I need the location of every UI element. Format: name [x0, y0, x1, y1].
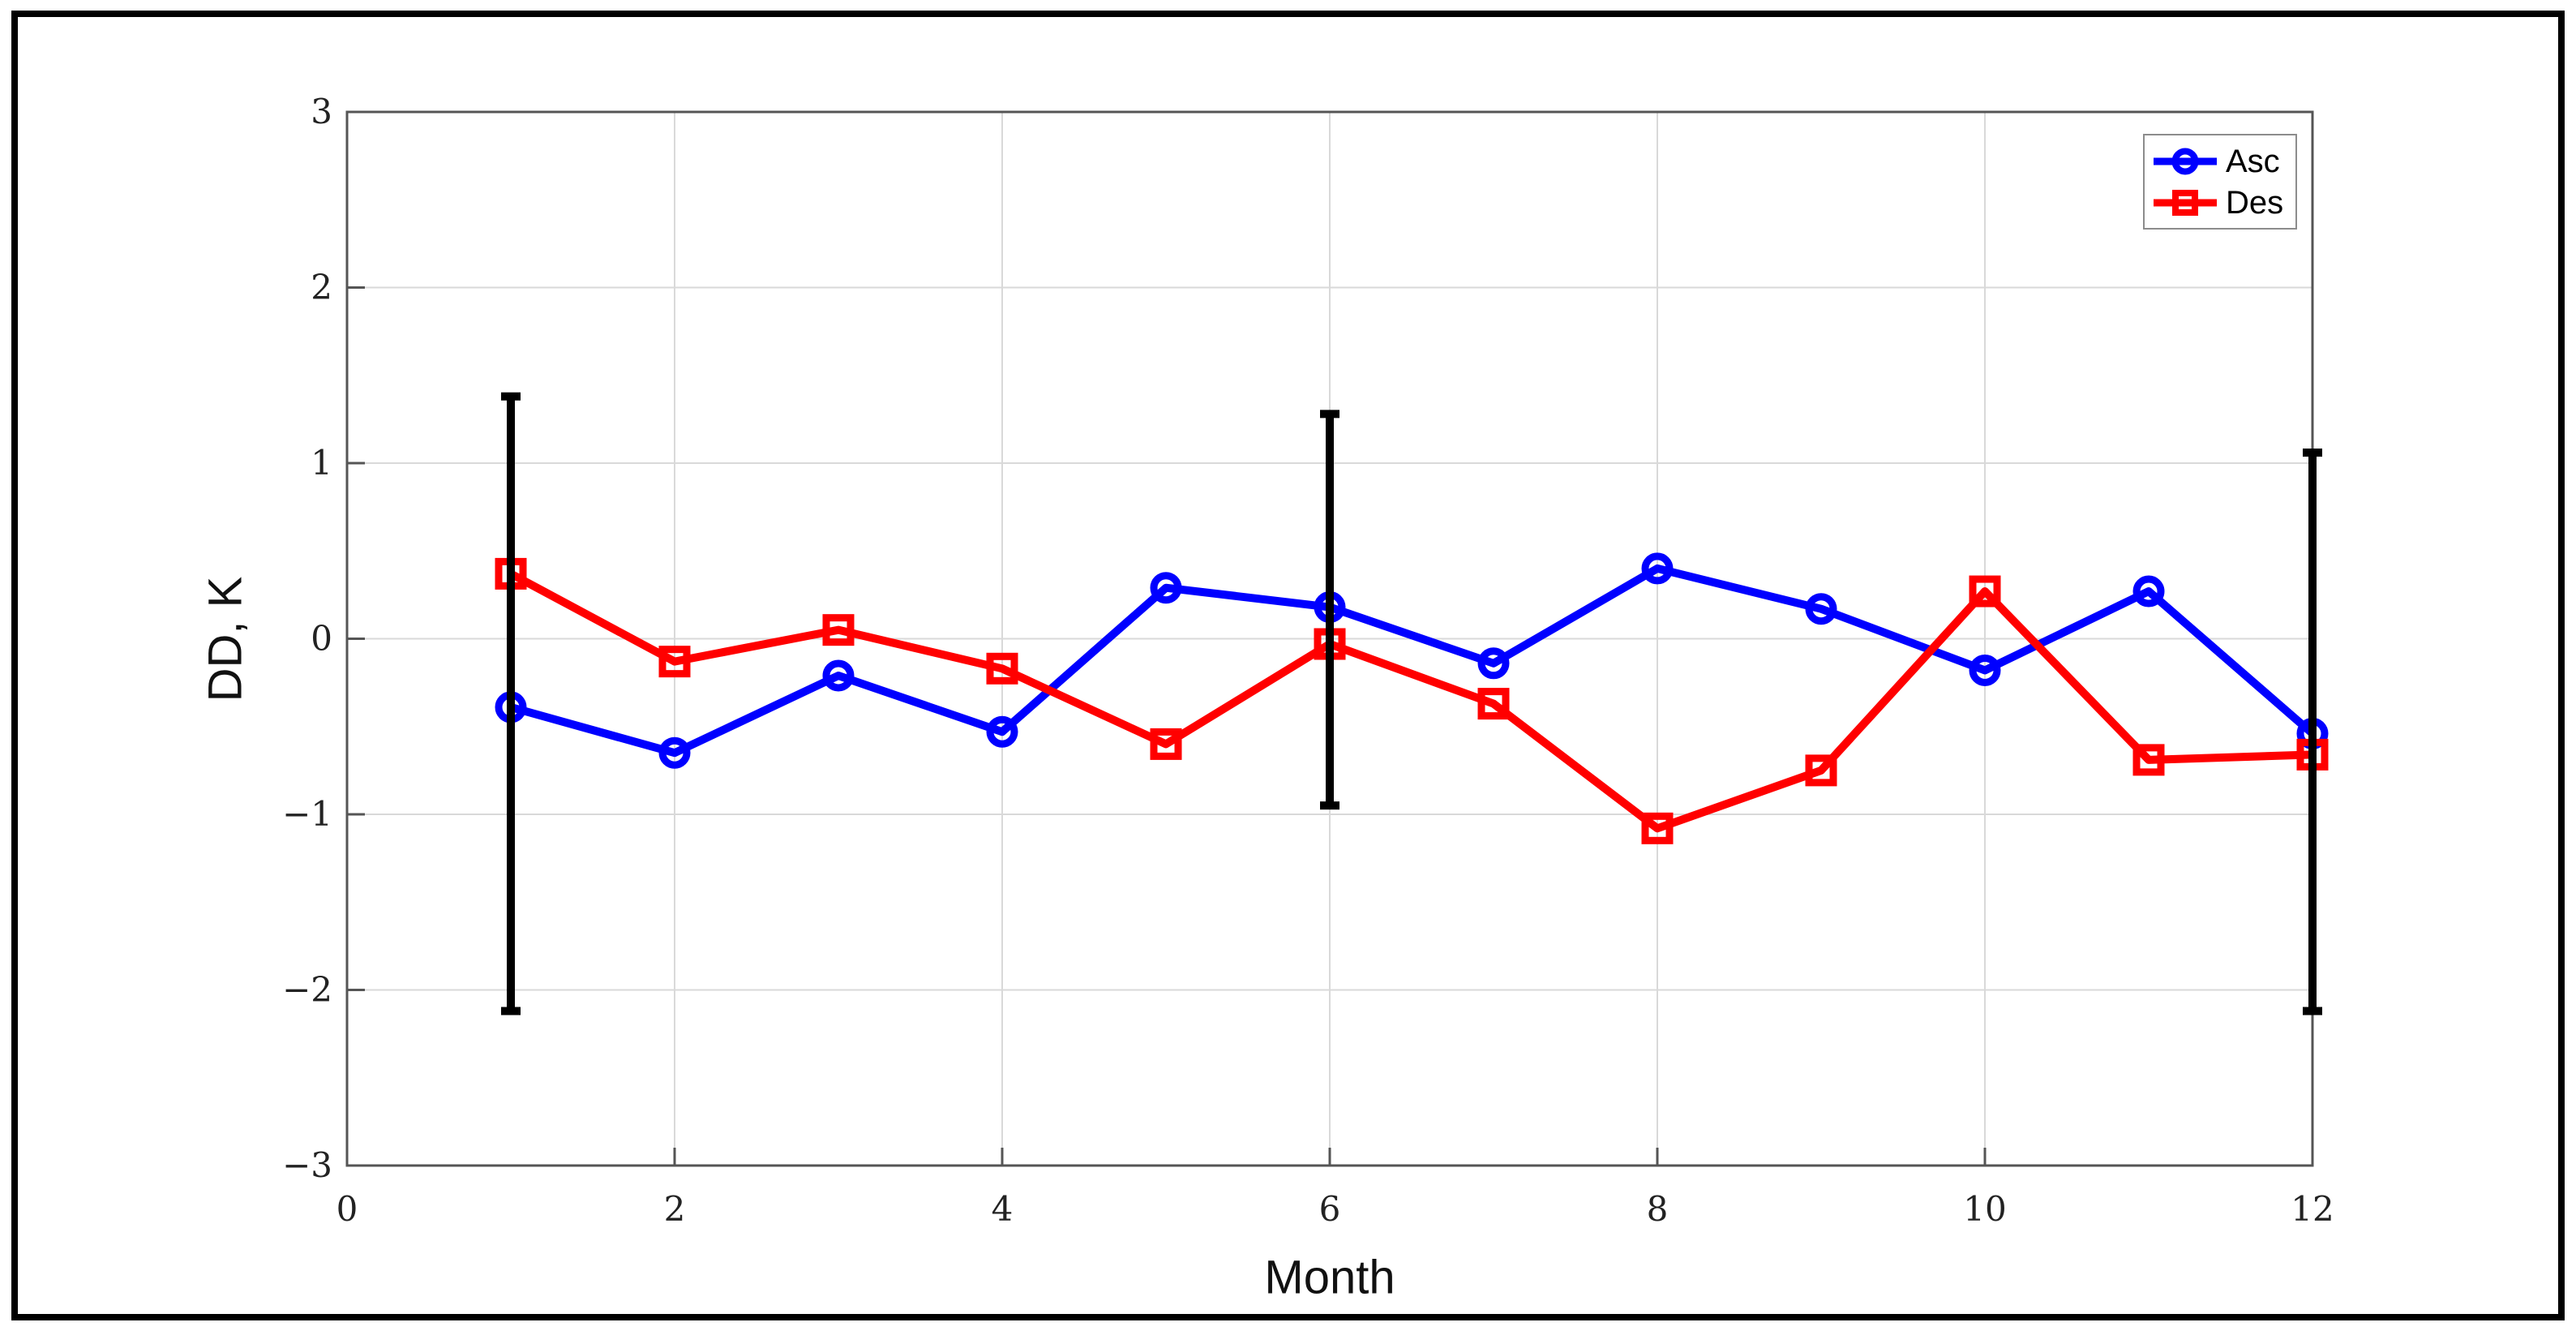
- des-marker: [1805, 754, 1837, 787]
- des-line: [508, 569, 2313, 833]
- y-tick-label: −2: [282, 970, 332, 1010]
- des-marker: [1477, 688, 1510, 720]
- des-marker: [1969, 575, 2001, 608]
- asc-marker: [1477, 647, 1510, 680]
- des-marker: [658, 646, 691, 678]
- outer-black-frame: [11, 11, 2565, 1320]
- des-marker: [822, 614, 855, 646]
- x-tick-label: 8: [1647, 1189, 1669, 1229]
- x-tick-label: 0: [336, 1189, 358, 1229]
- x-tick-label: 6: [1319, 1189, 1341, 1229]
- asc-marker: [658, 736, 691, 769]
- square-marker-icon: [2154, 189, 2217, 216]
- x-tick-label: 12: [2291, 1189, 2334, 1229]
- legend-label-asc: Asc: [2226, 143, 2280, 179]
- y-tick-label: 3: [311, 92, 332, 131]
- y-tick-label: 0: [311, 619, 332, 659]
- des-marker: [1641, 812, 1674, 844]
- asc-marker: [1805, 593, 1837, 625]
- legend: Asc Des: [2143, 134, 2297, 230]
- des-marker: [2132, 744, 2165, 776]
- asc-marker: [1150, 572, 1182, 604]
- x-axis-label: Month: [1264, 1251, 1395, 1304]
- y-axis-label: DD, K: [199, 576, 252, 702]
- asc-marker: [2132, 575, 2165, 608]
- legend-row-des: Des: [2151, 185, 2295, 221]
- des-marker: [986, 652, 1018, 685]
- asc-marker: [822, 659, 855, 692]
- asc-marker: [1641, 552, 1674, 585]
- x-tick-label: 2: [664, 1189, 686, 1229]
- x-tick-label: 10: [1963, 1189, 2006, 1229]
- y-tick-label: −3: [282, 1145, 332, 1185]
- y-tick-label: 2: [311, 268, 332, 307]
- asc-marker: [986, 715, 1018, 748]
- des-marker: [1150, 728, 1182, 760]
- circle-marker-icon: [2154, 148, 2217, 174]
- legend-row-asc: Asc: [2151, 144, 2295, 179]
- asc-line: [509, 564, 2316, 758]
- asc-marker: [1969, 654, 2001, 686]
- x-tick-label: 4: [992, 1189, 1014, 1229]
- y-tick-label: −1: [282, 794, 332, 834]
- legend-label-des: Des: [2226, 184, 2284, 221]
- y-tick-label: 1: [311, 443, 332, 483]
